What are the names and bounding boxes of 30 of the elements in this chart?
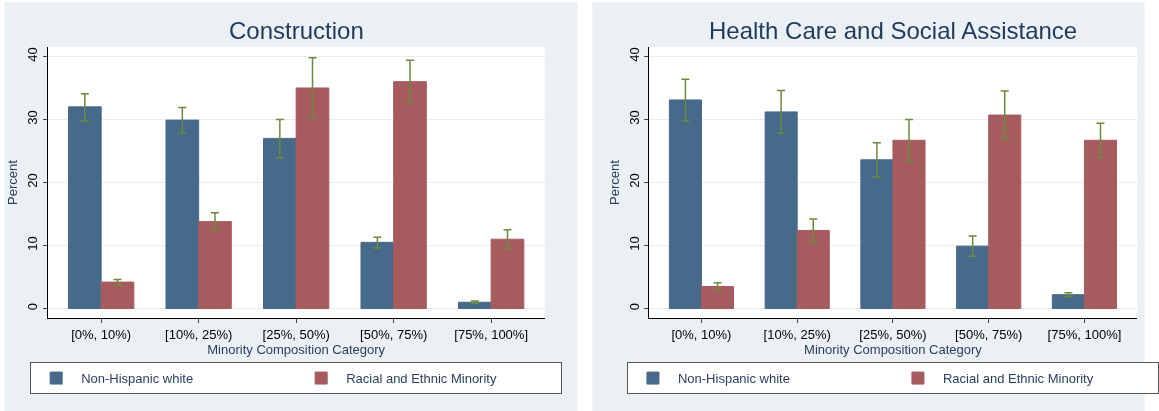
x-tick-label: [10%, 25%) <box>763 326 831 342</box>
x-tick-label: [50%, 75%) <box>955 326 1023 342</box>
x-tick-label: [25%, 50%) <box>262 326 330 342</box>
legend-label: Racial and Ethnic Minority <box>942 371 1094 387</box>
x-tick-label: [25%, 50%) <box>859 326 927 342</box>
chart-title: Construction <box>229 17 364 44</box>
x-axis-title: Minority Composition Category <box>207 341 386 357</box>
y-tick-label: 10 <box>626 236 642 251</box>
y-axis-title: Percent <box>606 159 622 205</box>
legend-label: Non-Hispanic white <box>81 371 194 387</box>
y-tick-label: 40 <box>25 47 41 62</box>
x-axis-title: Minority Composition Category <box>804 341 983 357</box>
chart-title: Health Care and Social Assistance <box>709 17 1078 44</box>
x-tick-label: [10%, 25%) <box>165 326 233 342</box>
y-tick-label: 10 <box>25 236 41 251</box>
x-tick-label: [75%, 100%] <box>1047 326 1122 342</box>
y-tick-label: 40 <box>626 47 642 62</box>
legend-label: Racial and Ethnic Minority <box>346 371 497 387</box>
x-tick-label: [0%, 10%) <box>71 326 132 342</box>
y-tick-label: 30 <box>25 110 41 125</box>
y-tick-label: 0 <box>626 302 642 311</box>
x-tick-label: [0%, 10%) <box>671 326 732 342</box>
x-tick-label: [50%, 75%) <box>360 326 428 342</box>
y-tick-label: 30 <box>626 110 642 125</box>
legend-label: Non-Hispanic white <box>677 371 790 387</box>
y-tick-label: 20 <box>25 173 41 188</box>
y-tick-label: 20 <box>626 173 642 188</box>
y-axis-title: Percent <box>5 159 21 205</box>
x-tick-label: [75%, 100%] <box>454 326 529 342</box>
y-tick-label: 0 <box>25 302 41 311</box>
